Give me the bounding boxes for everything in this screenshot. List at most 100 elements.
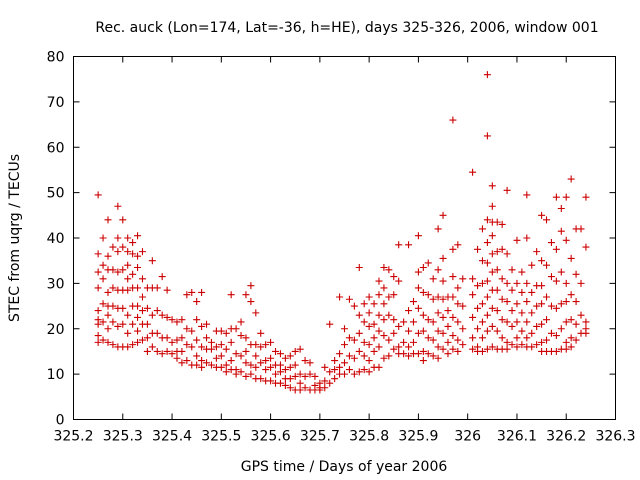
data-point bbox=[523, 318, 531, 326]
data-point bbox=[419, 327, 427, 335]
data-point bbox=[350, 336, 358, 344]
data-point bbox=[276, 361, 284, 369]
data-point bbox=[444, 307, 452, 315]
data-point bbox=[193, 352, 201, 360]
data-point bbox=[429, 336, 437, 344]
data-point bbox=[385, 336, 393, 344]
data-point bbox=[523, 279, 531, 287]
data-point bbox=[385, 293, 393, 301]
data-point bbox=[474, 282, 482, 290]
data-point bbox=[562, 236, 570, 244]
data-point bbox=[237, 318, 245, 326]
data-point bbox=[488, 304, 496, 312]
data-point bbox=[469, 313, 477, 321]
data-point bbox=[577, 311, 585, 319]
data-point bbox=[552, 193, 560, 201]
data-point bbox=[203, 320, 211, 328]
data-point bbox=[183, 341, 191, 349]
data-point bbox=[390, 316, 398, 324]
data-point bbox=[439, 254, 447, 262]
data-point bbox=[345, 366, 353, 374]
data-point bbox=[109, 341, 117, 349]
data-point bbox=[326, 320, 334, 328]
data-point bbox=[326, 368, 334, 376]
data-point bbox=[129, 239, 137, 247]
data-point bbox=[158, 273, 166, 281]
data-point bbox=[582, 193, 590, 201]
data-point bbox=[567, 316, 575, 324]
data-point bbox=[562, 279, 570, 287]
data-point bbox=[183, 325, 191, 333]
data-point bbox=[331, 357, 339, 365]
data-point bbox=[454, 318, 462, 326]
data-point bbox=[129, 341, 137, 349]
x-tick-label: 326.2 bbox=[546, 429, 586, 445]
data-point bbox=[370, 334, 378, 342]
y-tick-label: 70 bbox=[47, 95, 65, 111]
data-point bbox=[124, 248, 132, 256]
data-point bbox=[424, 316, 432, 324]
data-point bbox=[429, 352, 437, 360]
data-point bbox=[538, 282, 546, 290]
data-point bbox=[296, 386, 304, 394]
data-point bbox=[143, 347, 151, 355]
data-point bbox=[316, 386, 324, 394]
data-point bbox=[188, 327, 196, 335]
data-point bbox=[267, 363, 275, 371]
data-point bbox=[296, 345, 304, 353]
data-point bbox=[99, 275, 107, 283]
data-point bbox=[498, 275, 506, 283]
data-point bbox=[153, 307, 161, 315]
data-point bbox=[528, 261, 536, 269]
data-point bbox=[168, 338, 176, 346]
data-point bbox=[247, 361, 255, 369]
data-point bbox=[134, 313, 142, 321]
data-point bbox=[227, 357, 235, 365]
data-point bbox=[395, 277, 403, 285]
data-point bbox=[143, 334, 151, 342]
data-point bbox=[158, 350, 166, 358]
data-point bbox=[109, 243, 117, 251]
x-tick-label: 325.3 bbox=[103, 429, 143, 445]
data-point bbox=[434, 343, 442, 351]
data-point bbox=[232, 325, 240, 333]
data-point bbox=[222, 329, 230, 337]
data-point bbox=[434, 293, 442, 301]
data-point bbox=[148, 311, 156, 319]
data-point bbox=[444, 322, 452, 330]
data-point bbox=[198, 322, 206, 330]
data-point bbox=[483, 293, 491, 301]
data-point bbox=[104, 288, 112, 296]
data-point bbox=[183, 357, 191, 365]
data-point bbox=[375, 327, 383, 335]
data-point bbox=[247, 282, 255, 290]
data-point bbox=[414, 304, 422, 312]
data-point bbox=[439, 313, 447, 321]
data-point bbox=[395, 343, 403, 351]
data-point bbox=[469, 345, 477, 353]
data-point bbox=[262, 366, 270, 374]
chart-title: Rec. auck (Lon=174, Lat=-36, h=HE), days… bbox=[95, 20, 598, 36]
data-point bbox=[557, 268, 565, 276]
x-tick-label: 325.2 bbox=[53, 429, 93, 445]
data-point bbox=[355, 329, 363, 337]
data-point bbox=[547, 239, 555, 247]
data-point bbox=[547, 302, 555, 310]
data-point bbox=[513, 236, 521, 244]
data-point bbox=[567, 334, 575, 342]
data-point bbox=[203, 359, 211, 367]
data-point bbox=[360, 300, 368, 308]
data-point bbox=[572, 298, 580, 306]
data-point bbox=[414, 284, 422, 292]
data-point bbox=[109, 266, 117, 274]
data-point bbox=[572, 320, 580, 328]
data-point bbox=[523, 191, 531, 199]
data-point bbox=[148, 257, 156, 265]
data-point bbox=[429, 318, 437, 326]
data-point bbox=[267, 354, 275, 362]
data-point bbox=[503, 318, 511, 326]
data-point bbox=[503, 345, 511, 353]
x-tick-label: 325.6 bbox=[251, 429, 291, 445]
data-point bbox=[286, 352, 294, 360]
data-point bbox=[306, 359, 314, 367]
